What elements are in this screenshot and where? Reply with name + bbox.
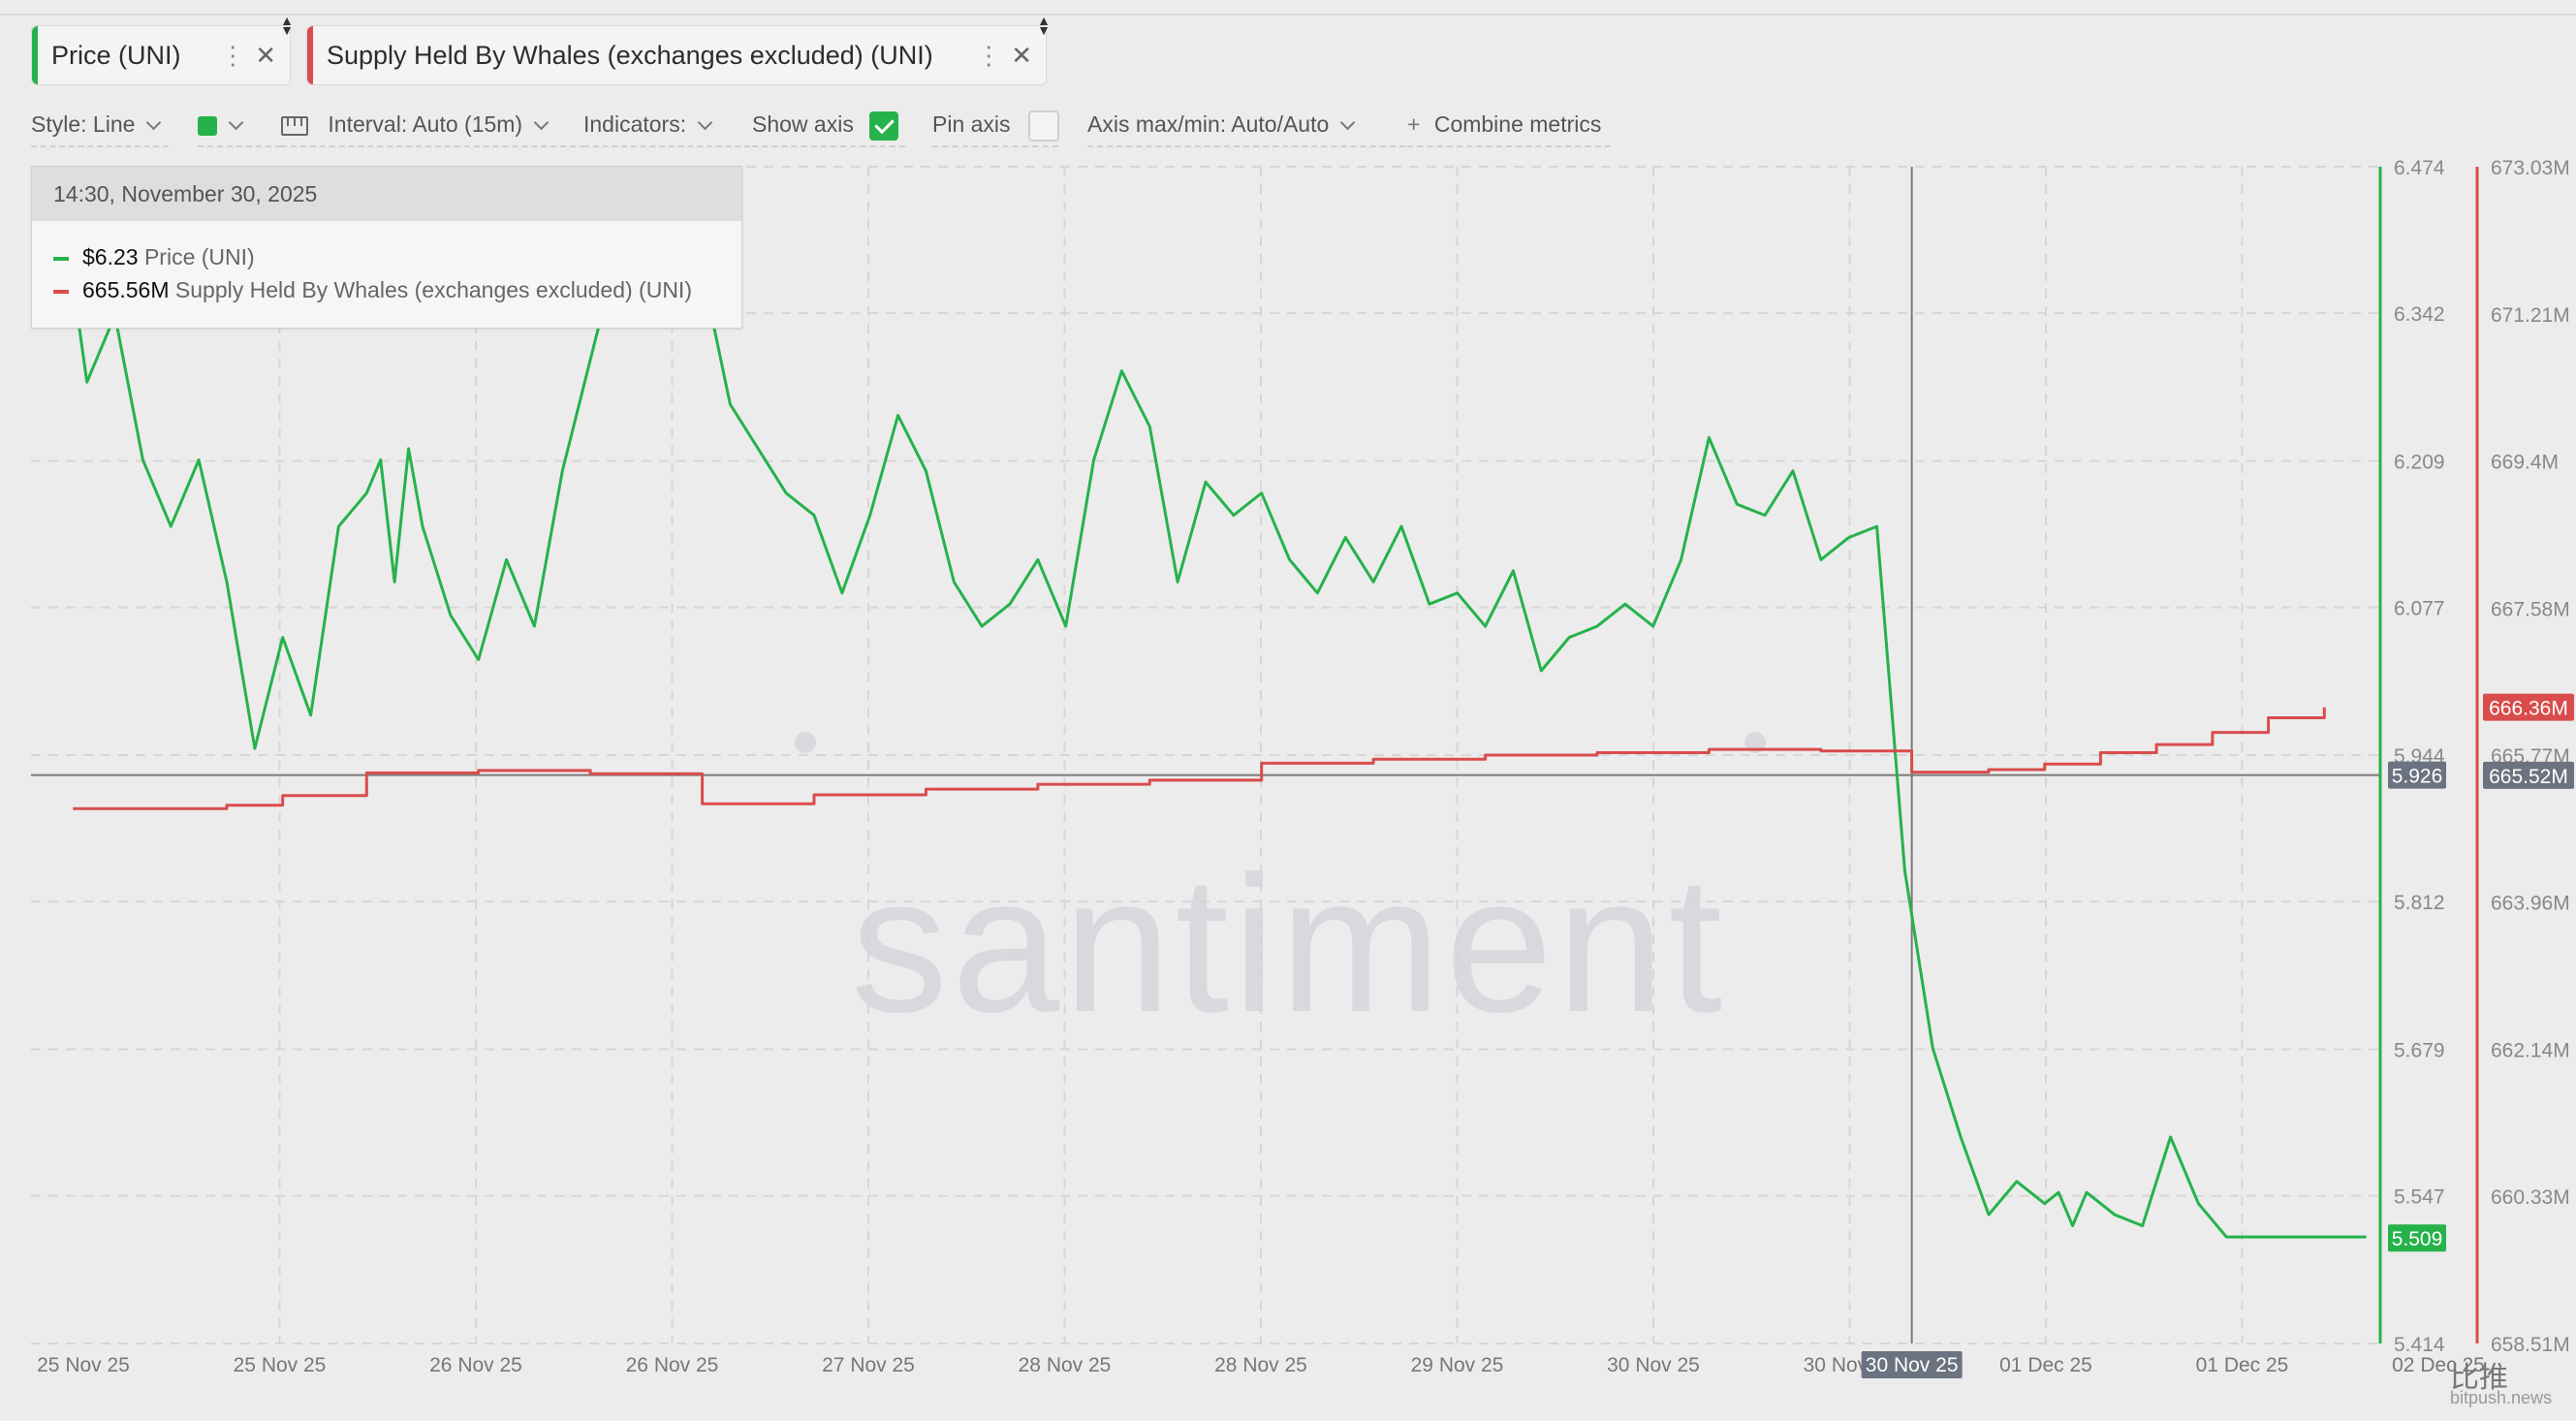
watermark-dot: [1744, 732, 1766, 753]
drag-handle-icon[interactable]: ▲ ▼: [1037, 13, 1051, 38]
price-last-value-badge: 5.509: [2392, 1228, 2443, 1250]
close-icon[interactable]: ✕: [255, 40, 276, 70]
x-crosshair-badge-bg: [1861, 1351, 1963, 1378]
more-vertical-icon[interactable]: ⋮: [976, 40, 1002, 70]
x-axis-tick-label: 27 Nov 25: [822, 1354, 915, 1376]
price-crosshair-badge-bg: [2388, 761, 2446, 789]
legend-marker: [53, 256, 69, 261]
source-url: bitpush.news: [2450, 1388, 2553, 1407]
x-axis-tick-label: 28 Nov 25: [1214, 1354, 1307, 1376]
x-axis-tick-label: 02 Dec 25: [2392, 1354, 2485, 1376]
top-divider: [0, 14, 2576, 16]
price-axis-tick-label: 5.414: [2394, 1334, 2445, 1356]
style-select[interactable]: Style: Line: [31, 107, 169, 147]
whales-crosshair-badge-bg: [2483, 761, 2574, 789]
watermark: santiment: [851, 837, 1727, 1053]
whales-axis-tick-label: 658.51M: [2491, 1334, 2570, 1356]
price-axis-tick-label: 6.474: [2394, 157, 2445, 179]
price-axis-tick-label: 6.209: [2394, 452, 2445, 474]
more-vertical-icon[interactable]: ⋮: [220, 40, 246, 70]
price-series-line: [71, 213, 2367, 1239]
whales-axis-tick-label: 663.96M: [2491, 892, 2570, 914]
chart-tooltip: 14:30, November 30, 2025 $6.23 Price (UN…: [31, 166, 742, 329]
whales-series-line: [73, 707, 2326, 810]
whales-crosshair-badge: 665.52M: [2489, 766, 2568, 788]
x-axis-tick-label: 28 Nov 25: [1019, 1354, 1112, 1376]
ruler-icon: [281, 115, 308, 136]
whales-axis-tick-label: 662.14M: [2491, 1040, 2570, 1062]
whales-axis-tick-label: 667.58M: [2491, 599, 2570, 621]
x-axis-tick-label: 30 Nov 25: [1607, 1354, 1700, 1376]
plus-icon: +: [1407, 111, 1421, 137]
source-watermark: 比推 bitpush.news: [2382, 1353, 2576, 1421]
whales-axis-tick-label: 673.03M: [2491, 157, 2570, 179]
price-last-value-badge-bg: [2388, 1224, 2446, 1252]
axis-maxmin-select[interactable]: Axis max/min: Auto/Auto: [1087, 107, 1405, 147]
price-axis-tick-label: 5.547: [2394, 1186, 2445, 1209]
x-axis-tick-label: 29 Nov 25: [1411, 1354, 1504, 1376]
x-crosshair-badge: 30 Nov 25: [1866, 1354, 1959, 1376]
show-axis-toggle[interactable]: Show axis: [752, 107, 905, 147]
metric-tab-label: Price (UNI): [51, 40, 181, 70]
tooltip-row-price: $6.23 Price (UNI): [53, 244, 255, 270]
metric-tab-price[interactable]: Price (UNI) ⋮ ✕: [31, 25, 291, 85]
whales-last-value-badge-bg: [2483, 693, 2574, 721]
tooltip-date: 14:30, November 30, 2025: [32, 167, 741, 221]
indicators-select[interactable]: Indicators:: [583, 107, 750, 147]
interval-select[interactable]: Interval: Auto (15m): [281, 107, 585, 147]
x-axis-tick-label: 25 Nov 25: [37, 1354, 130, 1376]
whales-axis-tick-label: 660.33M: [2491, 1186, 2570, 1209]
tooltip-row-whales: 665.56M Supply Held By Whales (exchanges…: [53, 277, 692, 303]
color-select[interactable]: [198, 107, 281, 147]
watermark-dot: [795, 732, 816, 753]
whales-last-value-badge: 666.36M: [2489, 698, 2568, 720]
whales-axis-tick-label: 669.4M: [2491, 452, 2559, 474]
whales-axis-tick-label: 671.21M: [2491, 304, 2570, 327]
show-axis-checkbox[interactable]: [868, 111, 898, 141]
price-axis-tick-label: 6.077: [2394, 598, 2445, 620]
legend-marker: [53, 289, 69, 294]
x-axis-tick-label: 01 Dec 25: [1999, 1354, 2092, 1376]
close-icon[interactable]: ✕: [1011, 40, 1032, 70]
pin-axis-toggle[interactable]: Pin axis: [932, 107, 1059, 147]
color-swatch: [198, 115, 217, 136]
price-crosshair-badge: 5.926: [2392, 766, 2443, 788]
pin-axis-checkbox[interactable]: [1027, 110, 1059, 142]
x-axis-tick-label: 26 Nov 25: [429, 1354, 522, 1376]
drag-handle-icon[interactable]: ▲ ▼: [280, 13, 294, 38]
x-axis-tick-label: 26 Nov 25: [626, 1354, 719, 1376]
metric-color-bar: [307, 26, 313, 84]
x-axis-tick-label: 25 Nov 25: [234, 1354, 327, 1376]
x-axis-tick-label: 01 Dec 25: [2196, 1354, 2289, 1376]
price-axis-tick-label: 5.679: [2394, 1040, 2445, 1062]
metric-tab-label: Supply Held By Whales (exchanges exclude…: [327, 40, 933, 70]
price-axis-tick-label: 5.812: [2394, 892, 2445, 914]
combine-metrics-button[interactable]: + Combine metrics: [1407, 107, 1611, 147]
metric-color-bar: [32, 26, 38, 84]
price-axis-tick-label: 6.342: [2394, 303, 2445, 326]
source-name: 比推: [2450, 1361, 2508, 1395]
metric-tab-whales[interactable]: Supply Held By Whales (exchanges exclude…: [306, 25, 1047, 85]
